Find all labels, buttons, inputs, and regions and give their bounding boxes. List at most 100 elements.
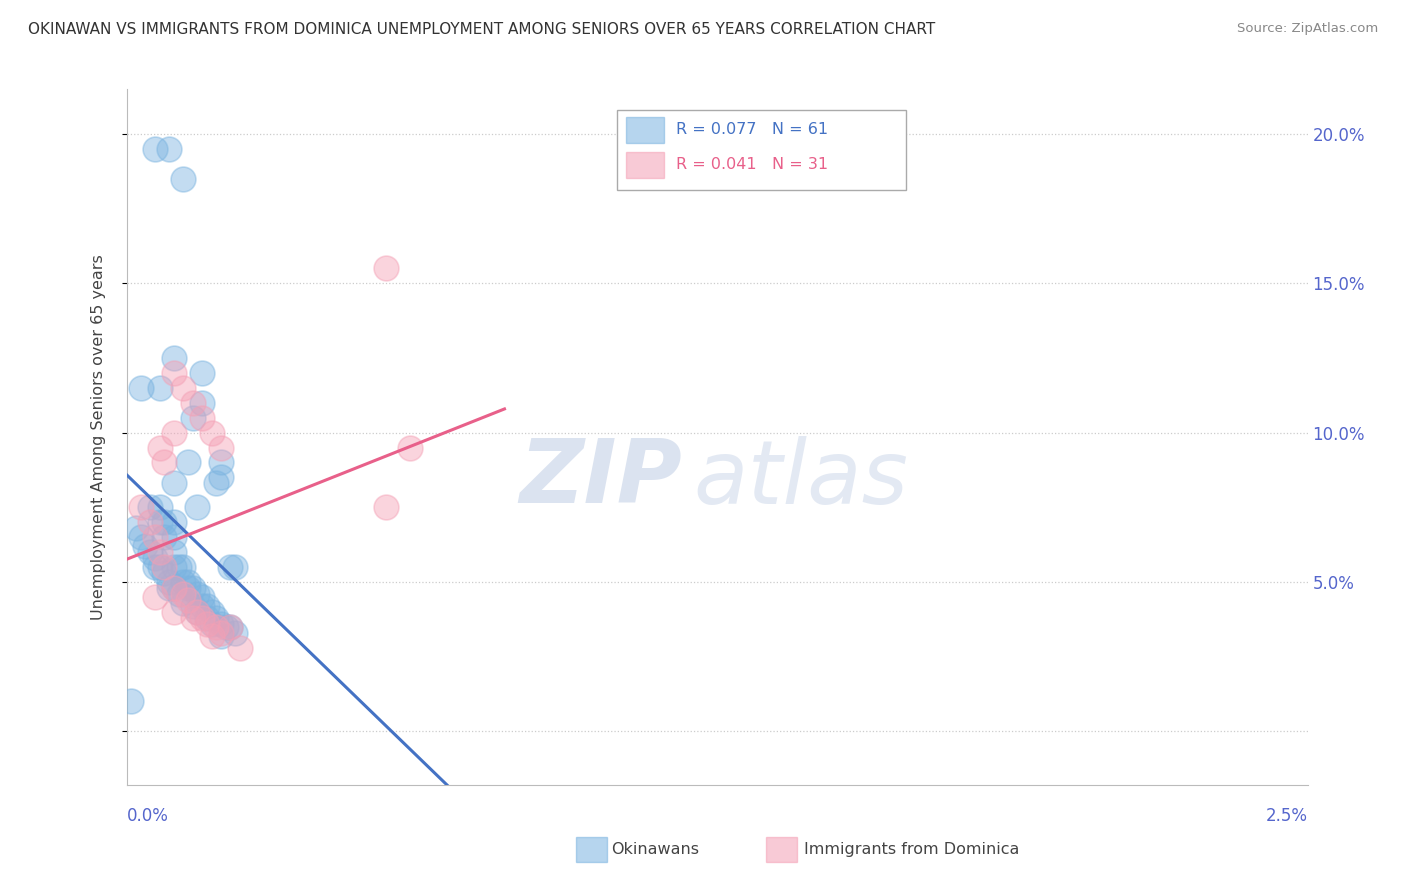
Point — [177, 574, 200, 589]
Point — [181, 611, 204, 625]
Point — [120, 694, 142, 708]
Text: ZIP: ZIP — [519, 435, 682, 523]
Point — [143, 551, 166, 566]
Point — [143, 530, 166, 544]
Point — [167, 587, 190, 601]
Point — [172, 381, 194, 395]
Point — [163, 425, 186, 440]
Point — [129, 381, 152, 395]
Point — [181, 581, 204, 595]
Point — [200, 616, 222, 631]
Point — [149, 381, 172, 395]
Point — [167, 560, 190, 574]
Point — [163, 515, 186, 529]
Point — [143, 560, 166, 574]
Y-axis label: Unemployment Among Seniors over 65 years: Unemployment Among Seniors over 65 years — [91, 254, 105, 620]
Text: Immigrants from Dominica: Immigrants from Dominica — [804, 842, 1019, 856]
Point — [181, 396, 204, 410]
Point — [209, 455, 232, 469]
Point — [153, 560, 176, 574]
Point — [163, 560, 186, 574]
Point — [163, 545, 186, 559]
Point — [153, 566, 176, 580]
Point — [191, 599, 214, 613]
Point — [163, 581, 186, 595]
Point — [163, 351, 186, 365]
Point — [186, 605, 208, 619]
Point — [157, 581, 180, 595]
Point — [181, 599, 204, 613]
Point — [143, 142, 166, 156]
Point — [172, 587, 194, 601]
Point — [195, 611, 218, 625]
Text: 0.0%: 0.0% — [127, 807, 169, 825]
Point — [209, 616, 232, 631]
Point — [163, 366, 186, 380]
Point — [375, 500, 398, 515]
Text: R = 0.041   N = 31: R = 0.041 N = 31 — [676, 157, 828, 172]
Point — [125, 521, 148, 535]
Point — [134, 539, 156, 553]
Point — [163, 476, 186, 491]
Point — [186, 605, 208, 619]
Point — [209, 625, 232, 640]
Point — [129, 500, 152, 515]
Point — [172, 171, 194, 186]
Point — [200, 425, 222, 440]
Point — [399, 441, 422, 455]
Point — [375, 261, 398, 276]
Point — [163, 581, 186, 595]
Point — [143, 590, 166, 604]
Point — [172, 596, 194, 610]
Point — [209, 441, 232, 455]
Point — [191, 410, 214, 425]
Point — [177, 581, 200, 595]
FancyBboxPatch shape — [626, 117, 664, 144]
Point — [157, 142, 180, 156]
Point — [177, 455, 200, 469]
Point — [153, 515, 176, 529]
Point — [186, 587, 208, 601]
FancyBboxPatch shape — [626, 152, 664, 178]
Point — [129, 530, 152, 544]
Point — [139, 545, 162, 559]
Point — [172, 560, 194, 574]
Point — [191, 590, 214, 604]
Point — [191, 366, 214, 380]
Point — [200, 605, 222, 619]
Point — [149, 441, 172, 455]
Point — [149, 500, 172, 515]
Point — [224, 625, 246, 640]
FancyBboxPatch shape — [617, 110, 905, 190]
Point — [177, 592, 200, 607]
Text: Okinawans: Okinawans — [612, 842, 700, 856]
Point — [200, 629, 222, 643]
Point — [191, 611, 214, 625]
Point — [191, 396, 214, 410]
Point — [195, 616, 218, 631]
Point — [195, 599, 218, 613]
Point — [219, 560, 242, 574]
Point — [219, 620, 242, 634]
Point — [139, 500, 162, 515]
Point — [153, 530, 176, 544]
Text: Source: ZipAtlas.com: Source: ZipAtlas.com — [1237, 22, 1378, 36]
Text: OKINAWAN VS IMMIGRANTS FROM DOMINICA UNEMPLOYMENT AMONG SENIORS OVER 65 YEARS CO: OKINAWAN VS IMMIGRANTS FROM DOMINICA UNE… — [28, 22, 935, 37]
Point — [181, 410, 204, 425]
Text: 2.5%: 2.5% — [1265, 807, 1308, 825]
Point — [186, 500, 208, 515]
Point — [157, 574, 180, 589]
Point — [205, 620, 228, 634]
Point — [209, 470, 232, 484]
Point — [224, 560, 246, 574]
Point — [139, 515, 162, 529]
Point — [215, 620, 238, 634]
Point — [205, 611, 228, 625]
Point — [172, 574, 194, 589]
Point — [163, 530, 186, 544]
Point — [153, 455, 176, 469]
Point — [229, 640, 252, 655]
Point — [205, 476, 228, 491]
Point — [209, 629, 232, 643]
Text: atlas: atlas — [693, 436, 908, 522]
